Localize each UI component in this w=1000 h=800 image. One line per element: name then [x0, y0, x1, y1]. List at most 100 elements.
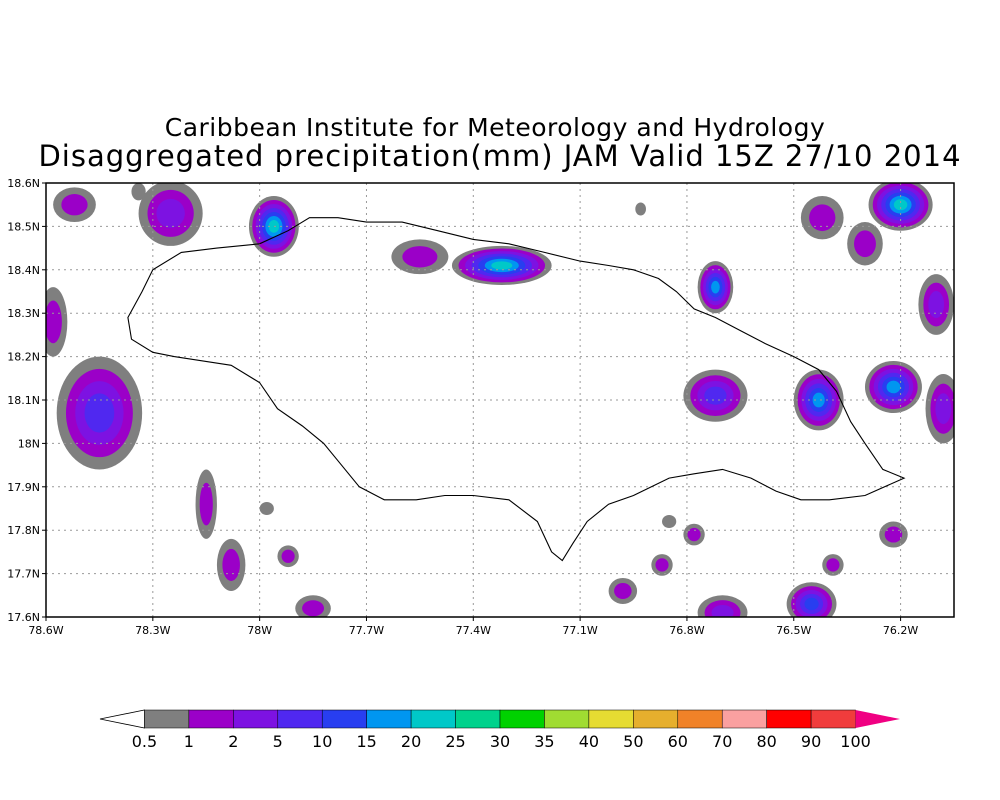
lon-tick-label: 77.1W	[562, 624, 597, 637]
colorbar-min-arrow	[99, 709, 145, 729]
colorbar-segment	[233, 709, 279, 729]
lon-tick-label: 78.3W	[135, 624, 170, 637]
precip-level-2	[46, 300, 62, 344]
precip-level-2	[199, 482, 213, 526]
precip-cell	[879, 521, 908, 548]
precip-level-2	[884, 526, 903, 543]
precip-level-6	[711, 280, 720, 294]
precip-level-4	[84, 393, 115, 433]
precip-cell	[277, 545, 299, 568]
precip-cell	[683, 369, 748, 422]
lat-tick-label: 18.2N	[7, 351, 40, 364]
precip-level-1	[259, 501, 274, 516]
colorbar-max-arrow	[855, 710, 900, 728]
colorbar-segment	[810, 709, 856, 729]
precip-cell	[53, 187, 96, 223]
precip-level-2	[222, 548, 240, 581]
precip-level-2	[854, 230, 876, 258]
precipitation-field	[46, 183, 954, 617]
precip-level-2	[655, 558, 669, 572]
precip-level-2	[281, 549, 295, 563]
precip-level-1	[131, 183, 146, 201]
colorbar-label: 1	[184, 732, 194, 751]
lat-tick-label: 17.7N	[7, 568, 40, 581]
precip-level-2	[402, 246, 438, 268]
precip-cell	[131, 183, 146, 201]
colorbar-segment	[366, 709, 412, 729]
precip-level-7	[268, 220, 280, 233]
precip-cell	[195, 469, 217, 539]
lon-tick-label: 77.7W	[349, 624, 384, 637]
precip-level-2	[614, 582, 632, 599]
colorbar-label: 5	[273, 732, 283, 751]
colorbar-label: 20	[401, 732, 421, 751]
lon-tick-label: 77.4W	[456, 624, 491, 637]
precip-level-3	[711, 604, 734, 617]
colorbar-segment	[721, 709, 767, 729]
lon-tick-label: 76.2W	[883, 624, 918, 637]
lat-tick-label: 18N	[18, 437, 40, 450]
lat-tick-label: 17.6N	[7, 611, 40, 624]
precip-level-7	[893, 199, 908, 211]
precip-cell	[697, 595, 748, 617]
precip-cell	[793, 369, 844, 431]
colorbar-label: 40	[579, 732, 599, 751]
precip-cell	[683, 523, 705, 546]
colorbar-segment	[588, 709, 634, 729]
precip-cell	[295, 595, 331, 617]
lon-tick-label: 78.6W	[28, 624, 63, 637]
colorbar-label: 35	[534, 732, 554, 751]
colorbar-label: 60	[668, 732, 688, 751]
precip-cell	[138, 183, 203, 246]
precip-level-6	[886, 380, 901, 394]
colorbar: 0.5 1 2 5 10 15 20 25 30 35 40 50 60 70 80 90 100	[99, 709, 900, 751]
colorbar-segment	[544, 709, 590, 729]
colorbar-segment	[321, 709, 367, 729]
colorbar-label: 80	[756, 732, 776, 751]
colorbar-segment	[144, 709, 190, 729]
lon-tick-label: 76.8W	[669, 624, 704, 637]
colorbar-segment	[410, 709, 456, 729]
precip-cell	[635, 202, 646, 216]
precip-cell	[847, 222, 883, 266]
colorbar-label: 0.5	[132, 732, 157, 751]
jamaica-coastline	[127, 217, 906, 562]
lat-tick-label: 18.4N	[7, 264, 40, 277]
axis-ticks: 18.6N 18.5N 18.4N 18.3N 18.2N 18.1N 18N 17.9N 17…	[7, 177, 918, 637]
precip-cell	[248, 196, 299, 257]
precip-level-1	[635, 202, 646, 216]
precip-level-2	[687, 527, 701, 542]
precip-cell	[451, 245, 552, 285]
precip-cell	[216, 538, 246, 591]
precip-cell	[864, 360, 922, 414]
precip-cell	[800, 196, 844, 240]
precip-cell	[786, 582, 837, 617]
colorbar-label: 25	[445, 732, 465, 751]
precip-cell	[46, 287, 68, 357]
precip-level-3	[935, 393, 952, 425]
colorbar-label: 30	[490, 732, 510, 751]
colorbar-label: 90	[801, 732, 821, 751]
coastline-layer	[127, 217, 906, 562]
precip-level-5	[804, 597, 819, 611]
precip-cell	[822, 554, 844, 576]
lat-tick-label: 17.9N	[7, 481, 40, 494]
precip-level-2	[826, 558, 840, 572]
precip-cell	[608, 577, 638, 604]
colorbar-segment	[499, 709, 545, 729]
colorbar-label: 70	[712, 732, 732, 751]
precip-cell	[697, 261, 734, 314]
precip-level-1	[662, 515, 677, 529]
colorbar-segment	[766, 709, 812, 729]
colorbar-segment	[277, 709, 323, 729]
colorbar-segment	[188, 709, 234, 729]
precip-cell	[56, 356, 143, 470]
graticule	[46, 183, 954, 617]
colorbar-label: 10	[312, 732, 332, 751]
precip-level-6	[812, 392, 825, 408]
precip-cell	[662, 515, 677, 529]
lat-tick-label: 18.6N	[7, 177, 40, 190]
precip-level-2	[809, 204, 836, 232]
title-institute: Caribbean Institute for Meteorology and …	[164, 113, 826, 142]
